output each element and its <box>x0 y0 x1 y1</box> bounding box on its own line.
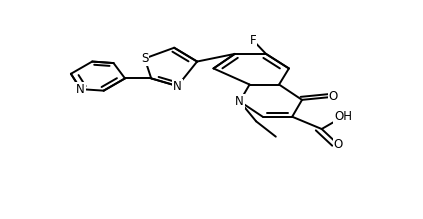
Text: N: N <box>235 95 244 108</box>
Text: N: N <box>173 79 182 93</box>
Text: N: N <box>77 83 85 96</box>
Text: O: O <box>333 138 343 151</box>
Text: O: O <box>329 90 338 103</box>
Text: F: F <box>250 34 256 47</box>
Text: OH: OH <box>334 110 352 123</box>
Text: S: S <box>141 52 148 65</box>
